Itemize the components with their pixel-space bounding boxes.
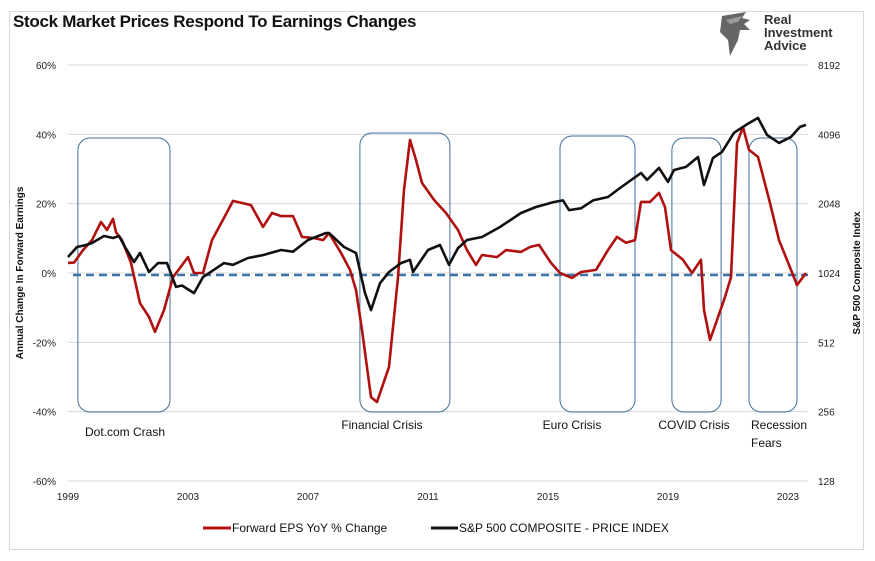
legend-label-sp500: S&P 500 COMPOSITE - PRICE INDEX	[459, 521, 669, 535]
logo: Real Investment Advice	[714, 10, 844, 60]
y-tick-left: -20%	[33, 338, 56, 349]
x-tick: 2019	[657, 492, 680, 503]
y-tick-right: 512	[818, 338, 835, 349]
logo-text: Real Investment Advice	[764, 13, 833, 52]
y-tick-right: 8192	[818, 61, 841, 72]
y-tick-left: 20%	[36, 200, 56, 211]
series-line-forward-eps	[67, 125, 808, 404]
y-tick-left: -60%	[33, 477, 56, 488]
y-tick-right: 1024	[818, 269, 841, 280]
x-tick: 2007	[297, 492, 320, 503]
eagle-logo-icon	[720, 12, 750, 56]
y-tick-left: 0%	[42, 269, 57, 280]
legend: Forward EPS YoY % Change S&P 500 COMPOSI…	[203, 521, 669, 535]
crisis-label: Recession Fears	[751, 418, 807, 450]
y-tick-right: 2048	[818, 200, 841, 211]
x-tick: 2011	[417, 492, 439, 503]
logo-line: Advice	[764, 38, 807, 53]
logo-line: Investment	[764, 25, 833, 40]
x-tick: 1999	[57, 492, 80, 503]
crisis-label: Financial Crisis	[341, 418, 422, 432]
chart-frame	[9, 11, 864, 550]
chart-title: Stock Market Prices Respond To Earnings …	[13, 12, 417, 31]
y-tick-right: 256	[818, 408, 835, 419]
x-tick: 2003	[177, 492, 200, 503]
crisis-label: Euro Crisis	[543, 418, 602, 432]
legend-label-eps: Forward EPS YoY % Change	[232, 521, 388, 535]
y-tick-left: 40%	[36, 130, 56, 141]
logo-line: Real	[764, 12, 792, 27]
y-axis-left-title: Annual Change In Forward Earnings	[15, 186, 26, 359]
y-tick-left: 60%	[36, 61, 56, 72]
crisis-label-line: Recession	[751, 418, 807, 432]
y-tick-left: -40%	[33, 408, 56, 419]
y-tick-right: 128	[818, 477, 835, 488]
x-tick: 2015	[537, 492, 560, 503]
crisis-label: Dot.com Crash	[85, 425, 165, 439]
crisis-label-line: Fears	[751, 436, 782, 450]
y-axis-right-title: S&P 500 Composite Index	[852, 211, 863, 335]
crisis-label: COVID Crisis	[658, 418, 729, 432]
y-tick-right: 4096	[818, 130, 841, 141]
x-tick: 2023	[777, 492, 800, 503]
series-line-sp500	[67, 116, 807, 312]
